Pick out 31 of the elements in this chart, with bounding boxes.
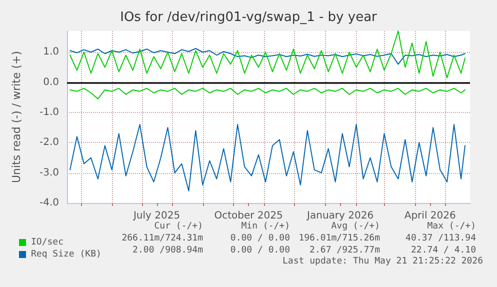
x-tick-label: October 2025 <box>214 210 283 222</box>
x-tick-label: July 2025 <box>132 210 180 222</box>
y-tick-label: -2.0 <box>39 137 59 148</box>
line-series <box>69 30 466 78</box>
line-series <box>69 124 466 192</box>
legend-label: Req Size (KB) <box>31 250 102 260</box>
text: Last update: Thu May 21 21:25:22 2026 <box>282 256 483 266</box>
text: Max (-/+) <box>427 222 476 232</box>
text: 22.74 / 4.10 <box>410 246 476 256</box>
y-tick-label: -3.0 <box>39 167 59 178</box>
text: Min (-/+) <box>241 222 290 232</box>
y-tick-label: 1.0 <box>43 46 59 58</box>
text: 2.67 /925.77m <box>310 246 380 256</box>
text: 40.37 /113.94 <box>406 234 476 244</box>
text: 0.00 / 0.00 <box>230 246 290 256</box>
text: 2.00 /908.94m <box>132 246 204 256</box>
text: 0.00 / 0.00 <box>230 234 290 244</box>
line-series <box>69 48 466 65</box>
text: 266.11m/724.31m <box>122 234 204 244</box>
y-tick-label: -1.0 <box>39 106 59 118</box>
text: 196.01m/715.26m <box>298 234 380 244</box>
text: Avg (-/+) <box>331 222 380 232</box>
y-axis-title: Units read (-) / write (+) <box>10 50 23 184</box>
x-tick-label: April 2026 <box>404 210 456 222</box>
chart-title: IOs for /dev/ring01-vg/swap_1 - by year <box>120 10 378 25</box>
text: Cur (-/+) <box>154 222 204 232</box>
y-tick-label: 0.0 <box>43 76 59 88</box>
line-series <box>69 88 466 100</box>
legend-label: IO/sec <box>31 238 64 248</box>
y-tick-label: -4.0 <box>39 198 59 208</box>
x-tick-label: January 2026 <box>306 210 374 222</box>
